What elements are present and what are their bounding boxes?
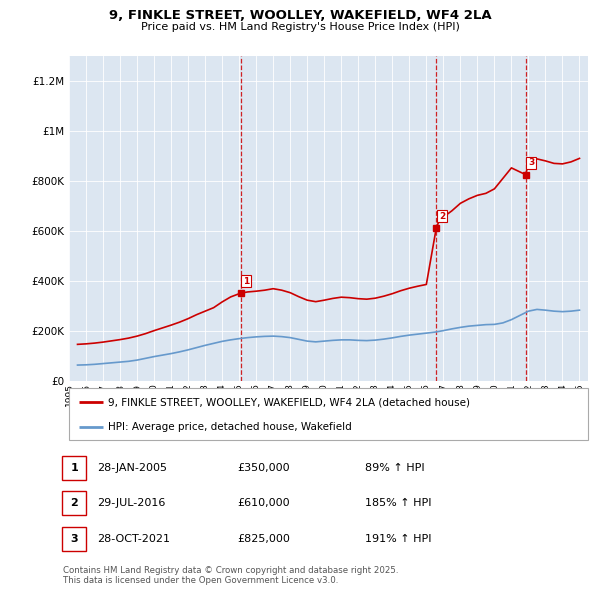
Text: 1: 1 (70, 463, 78, 473)
Text: 185% ↑ HPI: 185% ↑ HPI (365, 498, 431, 508)
Text: 9, FINKLE STREET, WOOLLEY, WAKEFIELD, WF4 2LA: 9, FINKLE STREET, WOOLLEY, WAKEFIELD, WF… (109, 9, 491, 22)
Text: 89% ↑ HPI: 89% ↑ HPI (365, 463, 425, 473)
Text: 28-OCT-2021: 28-OCT-2021 (97, 534, 170, 544)
Text: £610,000: £610,000 (238, 498, 290, 508)
Text: Price paid vs. HM Land Registry's House Price Index (HPI): Price paid vs. HM Land Registry's House … (140, 22, 460, 32)
Text: 9, FINKLE STREET, WOOLLEY, WAKEFIELD, WF4 2LA (detached house): 9, FINKLE STREET, WOOLLEY, WAKEFIELD, WF… (108, 397, 470, 407)
Text: 29-JUL-2016: 29-JUL-2016 (97, 498, 165, 508)
Text: £350,000: £350,000 (238, 463, 290, 473)
Text: 2: 2 (439, 212, 445, 221)
Text: 28-JAN-2005: 28-JAN-2005 (97, 463, 167, 473)
FancyBboxPatch shape (62, 456, 86, 480)
Text: 2: 2 (70, 498, 78, 508)
Text: 1: 1 (243, 277, 250, 286)
FancyBboxPatch shape (62, 527, 86, 551)
Text: 191% ↑ HPI: 191% ↑ HPI (365, 534, 431, 544)
Text: 3: 3 (528, 158, 535, 167)
FancyBboxPatch shape (69, 388, 588, 440)
Text: Contains HM Land Registry data © Crown copyright and database right 2025.
This d: Contains HM Land Registry data © Crown c… (63, 566, 398, 585)
Text: £825,000: £825,000 (238, 534, 290, 544)
FancyBboxPatch shape (62, 491, 86, 515)
Text: HPI: Average price, detached house, Wakefield: HPI: Average price, detached house, Wake… (108, 422, 352, 431)
Text: 3: 3 (70, 534, 78, 544)
